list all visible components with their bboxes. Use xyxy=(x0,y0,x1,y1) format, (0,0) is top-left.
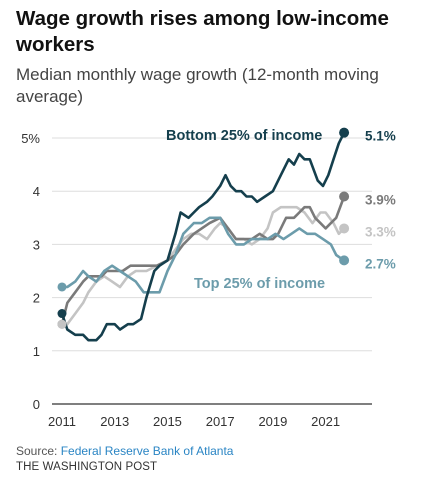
x-tick-label: 2019 xyxy=(258,414,287,429)
series-name-bottom-income: Bottom 25% of income xyxy=(166,128,322,144)
x-tick-label: 2011 xyxy=(48,414,76,429)
y-tick-label: 1 xyxy=(33,344,40,359)
source-note: Source: Federal Reserve Bank of Atlanta xyxy=(16,444,233,458)
x-axis-ticks: 2011 2013 2015 2017 2019 2021 xyxy=(48,414,340,429)
series-line-2 xyxy=(60,195,346,326)
source-link[interactable]: Federal Reserve Bank of Atlanta xyxy=(60,444,234,458)
series-end-marker-2 xyxy=(339,191,350,202)
x-tick-label: 2017 xyxy=(206,414,235,429)
series-end-label-4: 2.7% xyxy=(365,256,396,271)
series-start-marker-1 xyxy=(57,309,67,319)
chart-title: Wage growth rises among low-income worke… xyxy=(16,7,389,56)
series-line-1 xyxy=(60,131,346,342)
y-tick-label: 3 xyxy=(33,237,40,252)
series-line-4 xyxy=(60,216,346,294)
x-tick-label: 2021 xyxy=(311,414,340,429)
series-name-top-income: Top 25% of income xyxy=(194,276,325,292)
x-tick-label: 2015 xyxy=(153,414,182,429)
series-labels: 5.1% 3.9% 3.3% 2.7% Bottom 25% of income Top … xyxy=(166,128,396,292)
series-end-marker-3 xyxy=(339,223,350,234)
series-line-3 xyxy=(60,205,346,326)
y-axis-ticks: 0 1 2 3 4 5% xyxy=(21,131,40,412)
series-lines xyxy=(60,131,346,342)
y-tick-label: 0 xyxy=(33,397,40,412)
x-tick-label: 2013 xyxy=(100,414,129,429)
chart-subtitle: Median monthly wage growth (12-month mov… xyxy=(16,65,379,106)
series-end-label-2: 3.9% xyxy=(365,193,396,208)
source-prefix: Source: xyxy=(16,444,61,458)
series-end-marker-1 xyxy=(339,127,350,138)
series-end-marker-4 xyxy=(339,255,350,266)
y-tick-label: 2 xyxy=(33,291,40,306)
line-chart: 0 1 2 3 4 5% 2011 2013 2015 2017 2019 2021 5.1% 3.9… xyxy=(21,127,396,429)
gridlines xyxy=(52,137,372,405)
series-start-marker-3 xyxy=(57,319,67,329)
y-tick-label: 5% xyxy=(21,131,40,146)
series-end-label-1: 5.1% xyxy=(365,129,396,144)
publisher-credit: THE WASHINGTON POST xyxy=(16,461,158,473)
y-tick-label: 4 xyxy=(33,184,40,199)
series-end-label-3: 3.3% xyxy=(365,224,396,239)
series-start-marker-4 xyxy=(57,282,67,292)
series-end-markers xyxy=(57,127,350,329)
